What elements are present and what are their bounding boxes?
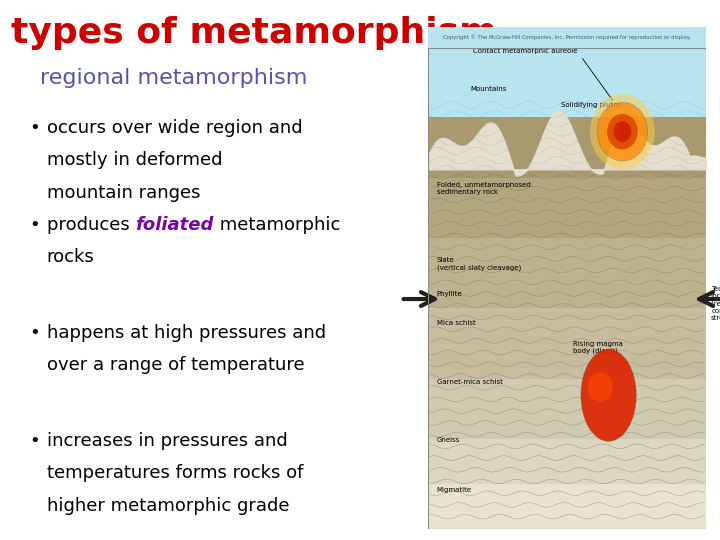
Text: foliated: foliated bbox=[135, 216, 214, 234]
Bar bbox=[428, 178, 706, 238]
Text: temperatures forms rocks of: temperatures forms rocks of bbox=[47, 464, 303, 482]
Bar bbox=[428, 238, 706, 308]
Text: Solidifying pluton: Solidifying pluton bbox=[562, 103, 623, 109]
Text: mostly in deformed: mostly in deformed bbox=[47, 151, 222, 169]
Bar bbox=[428, 308, 706, 379]
Bar bbox=[428, 117, 706, 178]
Ellipse shape bbox=[581, 349, 636, 441]
Ellipse shape bbox=[597, 102, 648, 161]
Ellipse shape bbox=[613, 121, 631, 142]
Ellipse shape bbox=[590, 94, 655, 170]
Text: Folded, unmetamorphosed
sedimentary rock: Folded, unmetamorphosed sedimentary rock bbox=[437, 182, 531, 195]
Text: regional metamorphism: regional metamorphism bbox=[40, 68, 307, 87]
Text: Mountains: Mountains bbox=[470, 86, 506, 92]
Bar bbox=[428, 27, 706, 170]
Text: types of metamorphism: types of metamorphism bbox=[11, 16, 497, 50]
Text: Migmatite: Migmatite bbox=[437, 487, 472, 494]
Ellipse shape bbox=[607, 114, 638, 150]
Text: •: • bbox=[29, 216, 40, 234]
Text: •: • bbox=[29, 324, 40, 342]
Text: Gneiss: Gneiss bbox=[437, 437, 460, 443]
Bar bbox=[428, 484, 706, 529]
Text: increases in pressures and: increases in pressures and bbox=[47, 432, 287, 450]
Text: •: • bbox=[29, 119, 40, 137]
Text: Contact metamorphic aureole: Contact metamorphic aureole bbox=[473, 48, 577, 54]
Text: over a range of temperature: over a range of temperature bbox=[47, 356, 305, 374]
Text: Phyllite: Phyllite bbox=[437, 291, 462, 296]
Text: Garnet-mica schist: Garnet-mica schist bbox=[437, 379, 503, 384]
Text: Slate
(vertical slaty cleavage): Slate (vertical slaty cleavage) bbox=[437, 257, 521, 271]
Text: produces: produces bbox=[47, 216, 135, 234]
Text: Tectonic
forces
(result in
compressive
stress): Tectonic forces (result in compressive s… bbox=[711, 286, 720, 321]
Text: higher metamorphic grade: higher metamorphic grade bbox=[47, 497, 289, 515]
Text: Mica schist: Mica schist bbox=[437, 320, 475, 326]
Text: Rising magma
body (diapir): Rising magma body (diapir) bbox=[572, 341, 622, 354]
Text: metamorphic: metamorphic bbox=[214, 216, 340, 234]
Text: happens at high pressures and: happens at high pressures and bbox=[47, 324, 326, 342]
Bar bbox=[428, 439, 706, 484]
Text: •: • bbox=[29, 432, 40, 450]
Text: rocks: rocks bbox=[47, 248, 94, 266]
Text: mountain ranges: mountain ranges bbox=[47, 184, 200, 201]
Text: Copyright © The McGraw-Hill Companies, Inc. Permission required for reproduction: Copyright © The McGraw-Hill Companies, I… bbox=[443, 35, 691, 40]
Ellipse shape bbox=[588, 372, 613, 402]
Bar bbox=[428, 379, 706, 439]
Text: occurs over wide region and: occurs over wide region and bbox=[47, 119, 302, 137]
